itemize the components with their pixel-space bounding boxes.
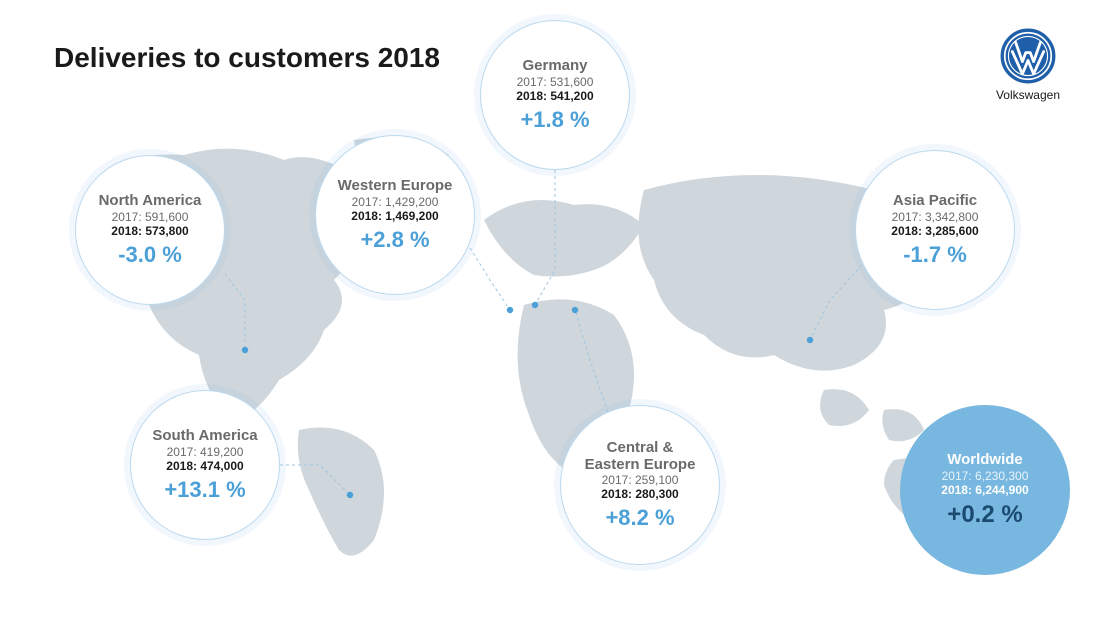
region-delta: -3.0 % bbox=[118, 242, 182, 268]
region-2018: 2018: 3,285,600 bbox=[891, 224, 978, 238]
brand-logo: Volkswagen bbox=[996, 28, 1060, 102]
region-2018: 2018: 6,244,900 bbox=[941, 483, 1028, 497]
region-delta: +13.1 % bbox=[164, 477, 245, 503]
region-bubble-germany: Germany2017: 531,6002018: 541,200 +1.8 % bbox=[480, 20, 630, 170]
region-2018: 2018: 474,000 bbox=[166, 459, 243, 473]
region-2017: 2017: 419,200 bbox=[167, 445, 244, 459]
region-delta: +2.8 % bbox=[360, 227, 429, 253]
region-delta: +1.8 % bbox=[520, 107, 589, 133]
region-bubble-asia-pacific: Asia Pacific2017: 3,342,8002018: 3,285,6… bbox=[855, 150, 1015, 310]
region-title: Central & Eastern Europe bbox=[585, 439, 696, 474]
region-2017: 2017: 3,342,800 bbox=[892, 210, 979, 224]
region-bubble-south-america: South America2017: 419,2002018: 474,000 +… bbox=[130, 390, 280, 540]
region-2017: 2017: 259,100 bbox=[602, 473, 679, 487]
region-title: North America bbox=[99, 192, 202, 209]
infographic-canvas: Deliveries to customers 2018 Volkswagen bbox=[0, 0, 1108, 623]
region-bubble-north-america: North America2017: 591,6002018: 573,800 -… bbox=[75, 155, 225, 305]
region-delta: +8.2 % bbox=[605, 505, 674, 531]
region-title: Western Europe bbox=[338, 177, 453, 194]
region-2018: 2018: 1,469,200 bbox=[351, 209, 438, 223]
region-title: Germany bbox=[522, 57, 587, 74]
region-2018: 2018: 541,200 bbox=[516, 89, 593, 103]
vw-logo-icon bbox=[1000, 28, 1056, 84]
brand-name: Volkswagen bbox=[996, 88, 1060, 102]
region-2017: 2017: 531,600 bbox=[517, 75, 594, 89]
region-title: Worldwide bbox=[947, 451, 1023, 468]
region-2018: 2018: 280,300 bbox=[601, 487, 678, 501]
region-2017: 2017: 1,429,200 bbox=[352, 195, 439, 209]
region-2018: 2018: 573,800 bbox=[111, 224, 188, 238]
region-delta: +0.2 % bbox=[947, 501, 1022, 529]
region-title: Asia Pacific bbox=[893, 192, 977, 209]
region-2017: 2017: 6,230,300 bbox=[942, 469, 1029, 483]
region-2017: 2017: 591,600 bbox=[112, 210, 189, 224]
region-bubble-worldwide: Worldwide2017: 6,230,3002018: 6,244,900 +… bbox=[900, 405, 1070, 575]
page-title: Deliveries to customers 2018 bbox=[54, 42, 440, 74]
region-bubble-central-eastern-europe: Central & Eastern Europe2017: 259,100201… bbox=[560, 405, 720, 565]
region-delta: -1.7 % bbox=[903, 242, 967, 268]
region-title: South America bbox=[152, 427, 257, 444]
region-bubble-western-europe: Western Europe2017: 1,429,2002018: 1,469… bbox=[315, 135, 475, 295]
